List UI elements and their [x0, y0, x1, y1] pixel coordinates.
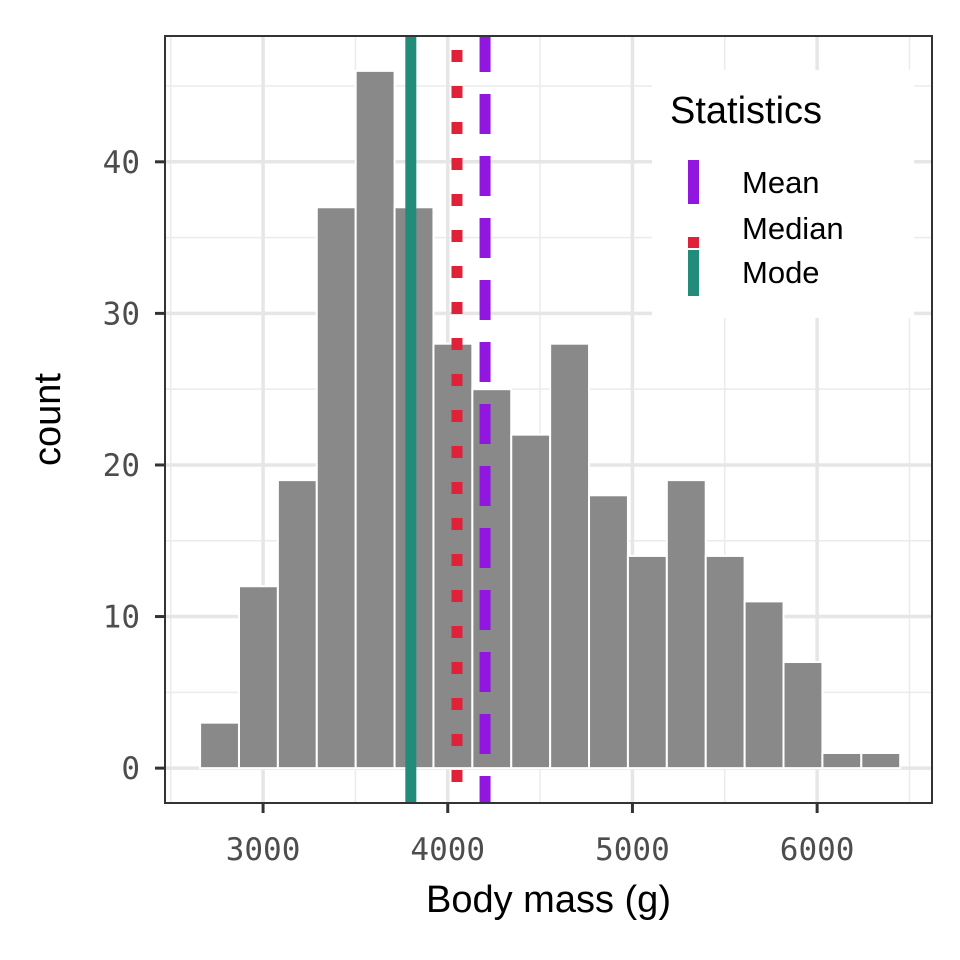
legend-key-mean [688, 160, 699, 204]
y-tick-label: 30 [103, 296, 140, 332]
legend-label-mean: Mean [742, 165, 820, 200]
x-axis-title: Body mass (g) [426, 879, 671, 921]
x-tick-label: 6000 [780, 832, 855, 868]
histogram-bar [821, 751, 863, 770]
y-tick-label: 20 [103, 448, 140, 484]
y-tick-label: 10 [103, 600, 140, 636]
plot-panel: Statistics Mean Median Mode [164, 35, 933, 804]
y-axis-title: count [27, 373, 69, 466]
legend-label-median: Median [742, 211, 844, 246]
histogram-bar [743, 600, 785, 770]
legend-title: Statistics [670, 90, 822, 132]
x-tick-label: 4000 [410, 832, 485, 868]
histogram-bar [782, 661, 824, 770]
histogram-bar [549, 342, 591, 770]
histogram-bars [199, 69, 902, 770]
y-tick-label: 40 [103, 145, 140, 181]
histogram-bar [588, 494, 629, 770]
histogram-bar [354, 69, 396, 770]
histogram-bar [315, 206, 357, 770]
legend-keys: Mean Median Mode [688, 160, 844, 296]
legend-key-median [688, 237, 699, 248]
histogram-bar [471, 388, 513, 770]
statistic-lines [405, 36, 491, 803]
x-axis: 3000 4000 5000 6000 [226, 803, 855, 868]
legend: Statistics Mean Median Mode [652, 70, 914, 318]
histogram-bar [665, 479, 707, 770]
x-tick-label: 5000 [595, 832, 670, 868]
histogram-bar [237, 585, 279, 770]
histogram-bar [199, 721, 240, 770]
histogram-bar [276, 479, 318, 770]
y-axis: 0 10 20 30 40 [103, 145, 165, 787]
y-tick-label: 0 [121, 751, 140, 787]
legend-label-mode: Mode [742, 255, 820, 290]
histogram-bar [860, 751, 902, 770]
x-tick-label: 3000 [226, 832, 301, 868]
legend-key-mode [688, 250, 699, 296]
panel-border [164, 35, 933, 804]
histogram-bar [510, 433, 552, 770]
histogram-bar [626, 554, 668, 770]
histogram-bar [704, 554, 746, 770]
